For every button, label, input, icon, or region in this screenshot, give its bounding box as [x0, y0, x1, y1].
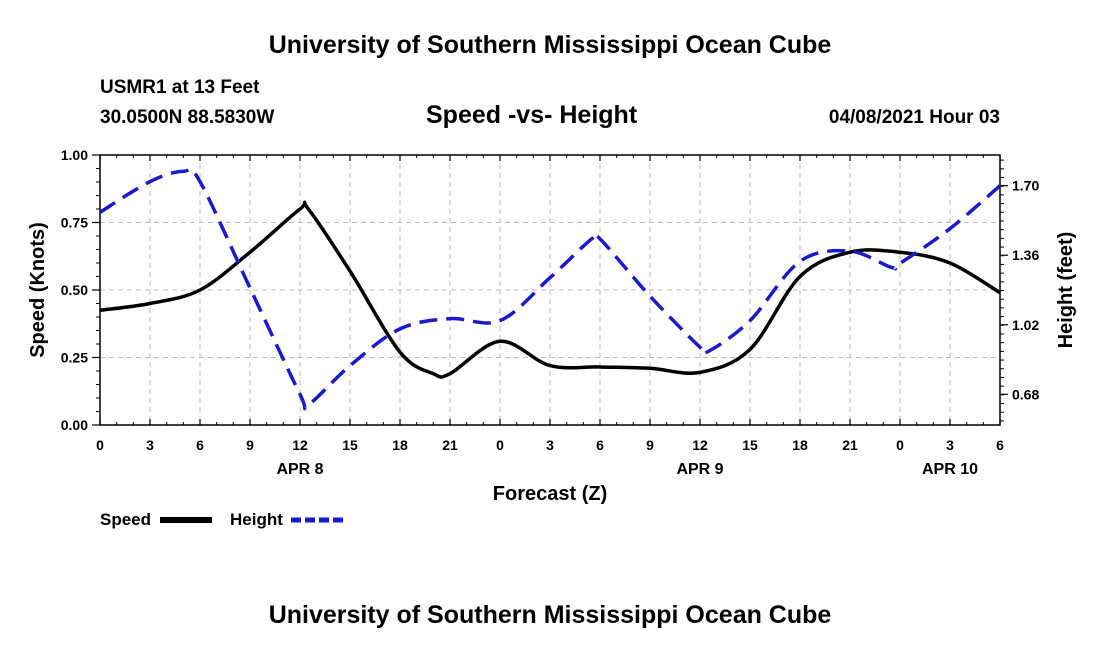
- x-tick-label: 0: [96, 437, 104, 453]
- legend-speed-label: Speed: [100, 510, 151, 529]
- y-tick-label-left: 0.75: [61, 215, 88, 231]
- x-tick-label: 21: [442, 437, 458, 453]
- x-tick-label: 12: [292, 437, 308, 453]
- x-tick-label: 18: [792, 437, 808, 453]
- x-tick-label: 21: [842, 437, 858, 453]
- x-tick-label: 9: [246, 437, 254, 453]
- legend: Speed Height: [100, 510, 343, 529]
- footer-title: University of Southern Mississippi Ocean…: [268, 601, 832, 629]
- x-tick-label: 3: [546, 437, 554, 453]
- series-line-speed: [99, 200, 1001, 379]
- series-group: [99, 167, 1002, 411]
- x-tick-label: 6: [596, 437, 604, 453]
- date-label: APR 8: [276, 461, 323, 478]
- x-tick-label: 3: [946, 437, 954, 453]
- chart-title: University of Southern Mississippi Ocean…: [268, 31, 832, 59]
- y-tick-label-right: 1.36: [1012, 247, 1039, 263]
- y-axis-title-right: Height (feet): [1055, 232, 1077, 349]
- y-tick-label-left: 0.25: [61, 350, 88, 366]
- y-tick-label-left: 0.50: [61, 282, 88, 298]
- chart-subtitle: Speed -vs- Height: [426, 101, 638, 129]
- x-tick-label: 12: [692, 437, 708, 453]
- date-label: APR 9: [676, 461, 723, 478]
- y-tick-label-right: 0.68: [1012, 386, 1039, 402]
- x-tick-label: 0: [896, 437, 904, 453]
- station-coordinates: 30.0500N 88.5830W: [100, 107, 275, 128]
- series-line-height: [99, 167, 1002, 411]
- x-tick-label: 15: [342, 437, 358, 453]
- legend-height-label: Height: [230, 510, 283, 529]
- y-tick-label-right: 1.02: [1012, 317, 1039, 333]
- x-tick-label: 6: [996, 437, 1004, 453]
- chart-canvas: 0 3 6 9 12 15 18 21 0 3 6 9 12 15 18 21 0 3 6 APR 8 APR 9 APR…: [27, 147, 1077, 529]
- y-axis-title-left: Speed (Knots): [27, 222, 49, 358]
- x-axis-title: Forecast (Z): [493, 483, 607, 505]
- x-tick-label: 15: [742, 437, 758, 453]
- x-tick-label: 9: [646, 437, 654, 453]
- x-tick-label: 0: [496, 437, 504, 453]
- axes: 0 3 6 9 12 15 18 21 0 3 6 9 12 15 18 21 0 3 6 APR 8 APR 9 APR…: [61, 147, 1040, 478]
- forecast-datetime: 04/08/2021 Hour 03: [828, 107, 1000, 128]
- date-label: APR 10: [922, 461, 978, 478]
- station-label: USMR1 at 13 Feet: [100, 77, 260, 98]
- x-tick-label: 18: [392, 437, 408, 453]
- y-tick-label-left: 0.00: [61, 417, 88, 433]
- grid-lines: [100, 155, 1000, 425]
- y-tick-label-left: 1.00: [61, 147, 88, 163]
- x-tick-label: 3: [146, 437, 154, 453]
- x-tick-label: 6: [196, 437, 204, 453]
- y-tick-label-right: 1.70: [1012, 178, 1039, 194]
